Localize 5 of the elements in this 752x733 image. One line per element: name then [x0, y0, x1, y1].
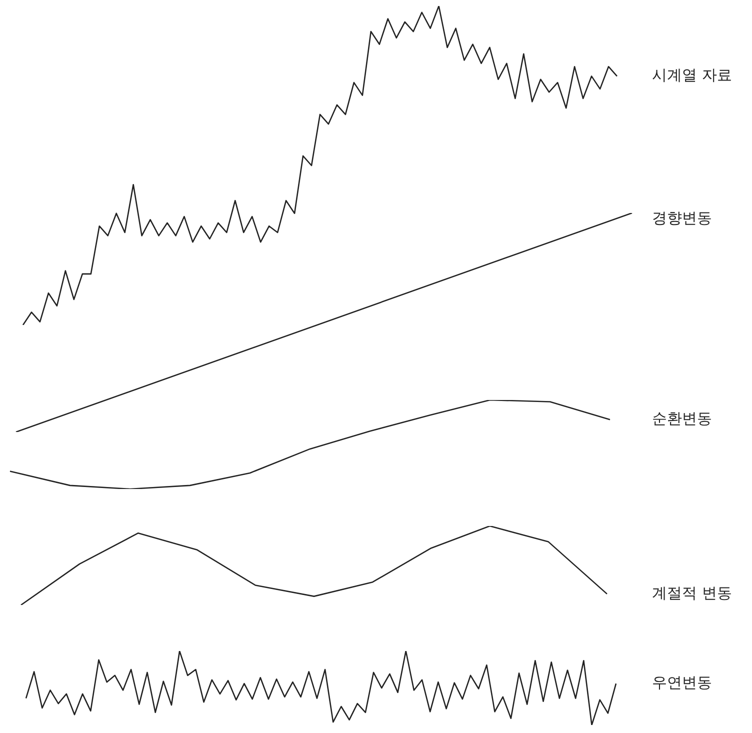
series-label: 경향변동	[652, 208, 712, 227]
text: 계절적 변동	[652, 584, 732, 602]
text: 우연변동	[652, 673, 712, 692]
text: 순환변동	[652, 409, 712, 428]
text: 시계열 자료	[652, 66, 732, 84]
